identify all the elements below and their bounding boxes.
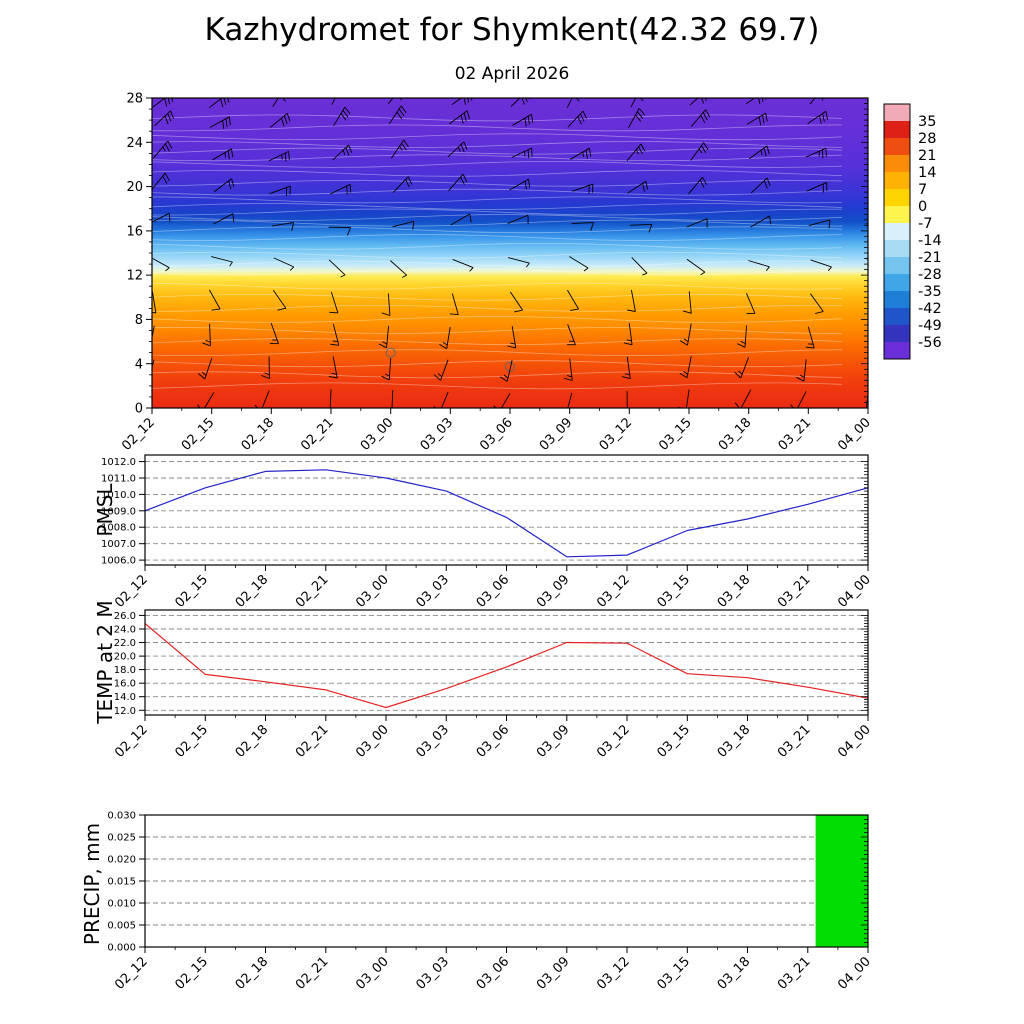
svg-text:-14: -14 <box>918 233 942 249</box>
svg-text:-56: -56 <box>918 335 942 351</box>
svg-text:03_09: 03_09 <box>534 954 573 993</box>
svg-text:1006.0: 1006.0 <box>101 556 136 567</box>
svg-text:03_12: 03_12 <box>594 722 633 761</box>
svg-text:02_15: 02_15 <box>179 415 218 454</box>
svg-text:0.005: 0.005 <box>107 921 136 932</box>
svg-text:-7: -7 <box>918 216 932 232</box>
svg-text:03_06: 03_06 <box>474 722 513 761</box>
svg-text:03_15: 03_15 <box>654 954 693 993</box>
svg-text:02_21: 02_21 <box>298 415 337 454</box>
svg-text:02_21: 02_21 <box>293 722 332 761</box>
page-title: Kazhydromet for Shymkent(42.32 69.7) <box>204 12 820 48</box>
svg-text:03_18: 03_18 <box>715 722 754 761</box>
svg-text:02_12: 02_12 <box>112 954 151 993</box>
svg-text:04_00: 04_00 <box>835 954 874 993</box>
svg-text:14.0: 14.0 <box>114 692 136 703</box>
svg-text:03_12: 03_12 <box>597 415 636 454</box>
svg-text:20: 20 <box>126 180 143 195</box>
svg-text:14: 14 <box>918 165 936 181</box>
svg-text:03_12: 03_12 <box>594 954 633 993</box>
svg-text:02_12: 02_12 <box>112 722 151 761</box>
svg-text:22.0: 22.0 <box>114 638 136 649</box>
svg-text:02_18: 02_18 <box>239 415 278 454</box>
svg-text:16: 16 <box>126 224 143 239</box>
svg-text:1012.0: 1012.0 <box>101 457 136 468</box>
svg-text:12.0: 12.0 <box>114 706 136 717</box>
svg-text:03_06: 03_06 <box>474 954 513 993</box>
svg-text:0.025: 0.025 <box>107 833 136 844</box>
svg-text:1008.0: 1008.0 <box>101 523 136 534</box>
svg-text:03_03: 03_03 <box>418 415 457 454</box>
svg-text:03_21: 03_21 <box>775 722 814 761</box>
svg-text:-28: -28 <box>918 267 942 283</box>
svg-text:0.010: 0.010 <box>107 899 136 910</box>
svg-text:0.030: 0.030 <box>107 811 136 822</box>
svg-text:03_03: 03_03 <box>413 954 452 993</box>
svg-text:03_00: 03_00 <box>353 722 392 761</box>
svg-text:03_18: 03_18 <box>716 415 755 454</box>
svg-text:03_15: 03_15 <box>654 722 693 761</box>
svg-text:35: 35 <box>918 114 936 130</box>
svg-text:1011.0: 1011.0 <box>101 474 136 485</box>
temp-2m-chart: 12.0 14.0 16.0 18.0 20.0 22.0 24.0 26.0 02_12 02_… <box>112 609 874 761</box>
svg-text:0.015: 0.015 <box>107 877 136 888</box>
svg-text:8: 8 <box>135 313 143 328</box>
svg-text:21: 21 <box>918 148 936 164</box>
svg-text:03_09: 03_09 <box>534 722 573 761</box>
svg-text:03_21: 03_21 <box>776 415 815 454</box>
svg-text:-35: -35 <box>918 284 942 300</box>
svg-text:1007.0: 1007.0 <box>101 539 136 550</box>
svg-text:16.0: 16.0 <box>114 679 136 690</box>
svg-text:28: 28 <box>126 92 143 107</box>
svg-text:03_00: 03_00 <box>353 954 392 993</box>
svg-text:03_00: 03_00 <box>358 415 397 454</box>
svg-text:24: 24 <box>126 136 143 151</box>
svg-text:-49: -49 <box>918 318 942 334</box>
svg-text:02_15: 02_15 <box>172 722 211 761</box>
svg-text:03_18: 03_18 <box>715 954 754 993</box>
svg-text:26.0: 26.0 <box>114 611 136 622</box>
svg-text:0: 0 <box>135 402 143 417</box>
svg-text:02_18: 02_18 <box>233 954 272 993</box>
svg-text:-21: -21 <box>918 250 942 266</box>
svg-text:0.020: 0.020 <box>107 855 136 866</box>
svg-text:02_12: 02_12 <box>119 415 158 454</box>
svg-text:04_00: 04_00 <box>835 722 874 761</box>
svg-text:03_03: 03_03 <box>413 722 452 761</box>
svg-text:02_21: 02_21 <box>293 954 332 993</box>
pmsl-chart: 1006.0 1007.0 1008.0 1009.0 1010.0 1011.0 1012… <box>101 454 874 611</box>
svg-text:24.0: 24.0 <box>114 625 136 636</box>
svg-text:28: 28 <box>918 131 936 147</box>
svg-text:03_06: 03_06 <box>477 415 516 454</box>
svg-text:04_00: 04_00 <box>835 415 874 454</box>
page-subtitle: 02 April 2026 <box>454 64 570 84</box>
svg-text:18.0: 18.0 <box>114 665 136 676</box>
svg-text:4: 4 <box>135 357 143 372</box>
svg-text:03_09: 03_09 <box>537 415 576 454</box>
svg-text:02_18: 02_18 <box>233 722 272 761</box>
svg-text:-42: -42 <box>918 301 942 317</box>
svg-text:12: 12 <box>126 269 143 284</box>
svg-text:20.0: 20.0 <box>114 652 136 663</box>
precip-chart: 0.000 0.005 0.010 0.015 0.020 0.025 0.030 02_12… <box>107 811 874 993</box>
svg-text:1010.0: 1010.0 <box>101 490 136 501</box>
svg-text:02_15: 02_15 <box>172 954 211 993</box>
svg-text:0.000: 0.000 <box>107 943 136 954</box>
svg-text:1009.0: 1009.0 <box>101 506 136 517</box>
svg-text:0: 0 <box>918 199 927 215</box>
svg-text:03_21: 03_21 <box>775 954 814 993</box>
svg-text:03_15: 03_15 <box>656 415 695 454</box>
svg-text:7: 7 <box>918 182 927 198</box>
